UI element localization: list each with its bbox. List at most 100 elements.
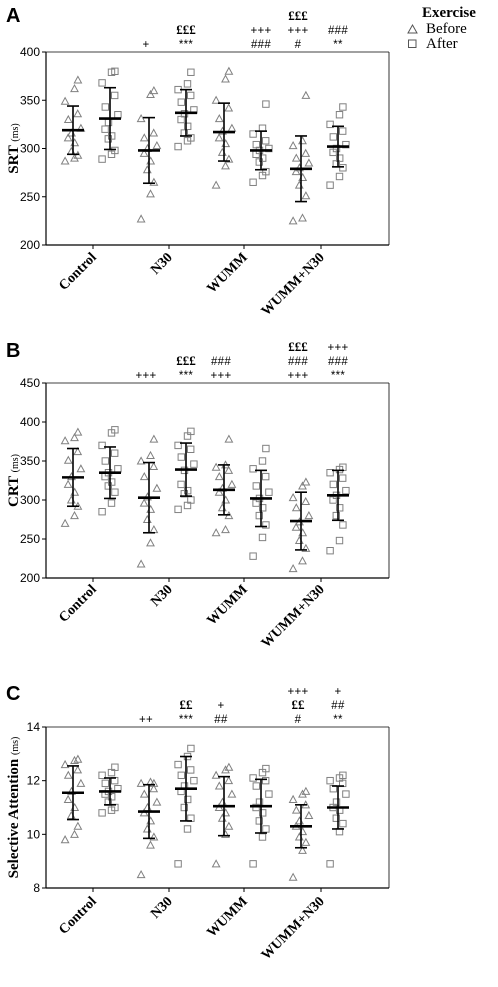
data-point-after <box>258 533 267 542</box>
data-point-before <box>73 765 83 774</box>
data-point-before <box>291 503 301 512</box>
y-tick-label: 350 <box>20 454 40 468</box>
data-point-after <box>174 441 182 450</box>
data-point-before <box>63 479 73 488</box>
chart-panel-b: B 200 250 300 350 400 450 CRT (ms) Control N30 WUM… <box>6 339 390 651</box>
data-point-before <box>295 816 304 825</box>
chart-panel-c: C 8 10 12 14 Selective Attention (ms) Control N… <box>6 683 390 963</box>
data-point-after <box>187 68 195 76</box>
data-point-before <box>217 147 227 156</box>
data-point-before <box>291 805 301 814</box>
significance-annotation: £££ <box>288 339 308 354</box>
y-tick-label: 250 <box>20 532 40 546</box>
data-point-before <box>221 74 230 83</box>
data-point-before <box>73 754 83 763</box>
panel-letter: C <box>6 683 20 705</box>
data-point-before <box>304 510 314 520</box>
data-point-after <box>187 134 195 142</box>
data-point-after <box>98 441 106 450</box>
data-point-before <box>221 495 231 504</box>
data-point-after <box>111 91 119 100</box>
data-point-before <box>66 495 76 504</box>
data-point-before <box>136 214 146 223</box>
data-point-after <box>177 98 186 106</box>
data-point-before <box>294 535 304 545</box>
y-tick-label: 10 <box>27 827 41 841</box>
data-point-before <box>211 95 221 104</box>
data-point-before <box>146 89 155 98</box>
x-category-label: Control <box>56 582 100 626</box>
y-tick-label: 12 <box>27 774 41 788</box>
data-point-after <box>249 130 257 138</box>
y-axis-label: Selective Attention (ms) <box>6 737 22 879</box>
data-point-before <box>152 140 162 150</box>
data-point-after <box>177 771 186 779</box>
x-category-label: N30 <box>148 250 176 278</box>
data-point-before <box>60 156 70 165</box>
data-point-after <box>339 819 347 828</box>
data-point-before <box>63 114 73 124</box>
significance-annotation: + <box>334 686 341 698</box>
data-point-before <box>288 140 298 150</box>
data-point-after <box>326 776 334 785</box>
data-point-after <box>98 771 106 779</box>
data-point-after <box>183 825 192 833</box>
data-point-after <box>98 79 106 87</box>
data-point-after <box>262 764 270 773</box>
data-point-after <box>187 445 195 454</box>
data-point-before <box>136 456 146 465</box>
data-point-before <box>288 872 298 881</box>
y-tick-label: 14 <box>27 720 41 734</box>
data-point-before <box>291 153 301 162</box>
significance-annotation: + <box>142 39 149 51</box>
data-point-before <box>224 103 234 112</box>
data-point-before <box>224 465 234 474</box>
data-point-before <box>63 455 73 464</box>
data-point-before <box>224 154 234 163</box>
data-point-before <box>221 161 230 170</box>
data-point-after <box>342 486 350 495</box>
data-point-after <box>339 127 347 135</box>
significance-annotation: *** <box>331 370 346 382</box>
data-point-after <box>101 103 109 111</box>
y-axis-label-unit: (ms) <box>10 454 21 472</box>
y-tick-label: 300 <box>20 493 40 507</box>
data-point-before <box>288 794 298 803</box>
data-point-before <box>298 789 307 798</box>
data-point-after <box>262 444 270 453</box>
data-point-before <box>298 827 308 836</box>
data-point-before <box>73 446 83 456</box>
significance-annotation: +++ <box>287 25 308 37</box>
data-point-before <box>152 797 162 806</box>
x-category-label: N30 <box>148 582 176 610</box>
data-point-after <box>339 474 347 482</box>
data-point-after <box>258 833 267 841</box>
data-point-before <box>149 524 159 534</box>
significance-annotation: ## <box>331 700 345 712</box>
data-point-after <box>111 67 119 75</box>
x-category-label: WUMM+N30 <box>259 250 328 319</box>
data-point-after <box>249 178 257 186</box>
data-point-before <box>139 148 149 157</box>
data-point-before <box>136 778 146 787</box>
data-point-after <box>265 488 273 496</box>
significance-annotation: +++ <box>250 25 271 37</box>
x-category-label: WUMM+N30 <box>259 894 328 963</box>
significance-annotation: +++ <box>287 370 308 382</box>
data-point-after <box>336 504 344 512</box>
y-tick-label: 450 <box>20 376 40 390</box>
data-point-before <box>142 165 152 174</box>
data-point-after <box>252 782 261 790</box>
data-point-before <box>301 543 311 552</box>
data-point-after <box>111 488 119 496</box>
data-point-after <box>111 146 119 155</box>
panel-letter: A <box>6 5 20 27</box>
data-point-before <box>301 90 311 99</box>
data-point-after <box>259 154 267 162</box>
significance-annotation: ** <box>333 39 343 51</box>
data-point-after <box>262 825 270 833</box>
data-point-before <box>294 180 304 189</box>
data-point-before <box>63 794 73 803</box>
data-point-after <box>184 122 192 131</box>
data-point-after <box>177 480 185 489</box>
